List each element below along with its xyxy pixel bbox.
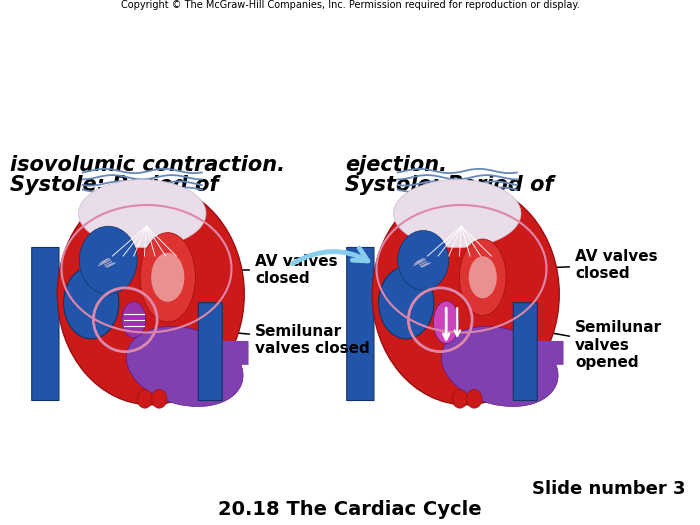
Text: isovolumic contraction.: isovolumic contraction. [10, 155, 285, 175]
Text: Slide number 3: Slide number 3 [531, 480, 685, 498]
Text: Copyright © The McGraw-Hill Companies, Inc. Permission required for reproduction: Copyright © The McGraw-Hill Companies, I… [120, 0, 580, 10]
FancyBboxPatch shape [198, 303, 222, 401]
Text: Systole: Period of: Systole: Period of [10, 175, 218, 195]
FancyBboxPatch shape [172, 341, 248, 365]
Ellipse shape [452, 390, 468, 408]
Text: Semilunar
valves closed: Semilunar valves closed [208, 324, 370, 356]
Ellipse shape [379, 267, 434, 339]
Text: AV valves
closed: AV valves closed [208, 254, 337, 286]
FancyBboxPatch shape [513, 303, 537, 401]
Ellipse shape [57, 184, 244, 405]
Ellipse shape [433, 301, 459, 343]
Text: Semilunar
valves
opened: Semilunar valves opened [538, 320, 662, 370]
Ellipse shape [459, 239, 506, 316]
FancyBboxPatch shape [32, 247, 59, 401]
Ellipse shape [393, 180, 521, 247]
Ellipse shape [372, 184, 559, 405]
Ellipse shape [79, 226, 137, 294]
Text: ejection.: ejection. [345, 155, 447, 175]
Ellipse shape [152, 390, 167, 408]
Ellipse shape [151, 253, 184, 302]
Text: 20.18 The Cardiac Cycle: 20.18 The Cardiac Cycle [218, 500, 482, 519]
Ellipse shape [442, 327, 558, 406]
Ellipse shape [140, 233, 195, 322]
Text: Systole: Period of: Systole: Period of [345, 175, 554, 195]
Ellipse shape [398, 230, 449, 290]
Ellipse shape [78, 180, 206, 247]
Ellipse shape [127, 327, 243, 406]
FancyArrowPatch shape [293, 248, 368, 264]
Text: AV valves
closed: AV valves closed [542, 249, 657, 281]
FancyBboxPatch shape [346, 247, 374, 401]
Ellipse shape [137, 390, 153, 408]
Ellipse shape [64, 267, 119, 339]
Ellipse shape [467, 390, 482, 408]
Ellipse shape [122, 302, 146, 338]
Ellipse shape [469, 256, 497, 298]
FancyBboxPatch shape [487, 341, 564, 365]
